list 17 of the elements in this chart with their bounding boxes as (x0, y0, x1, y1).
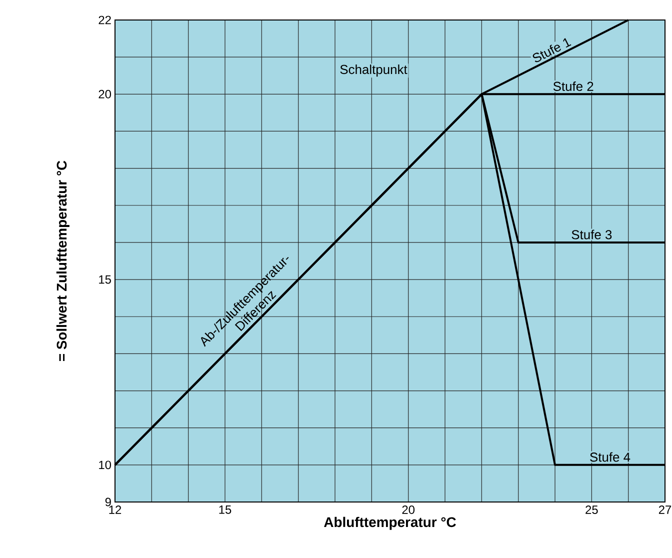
y-tick-label: 10 (99, 460, 112, 470)
x-tick-label: 25 (586, 506, 598, 514)
y-axis-title: = Sollwert Zulufttemperatur °C (56, 160, 70, 362)
x-tick-label: 12 (109, 506, 122, 514)
y-tick-label: 15 (99, 275, 111, 284)
annotation: Schaltpunkt (340, 64, 408, 77)
y-tick-label: 22 (98, 16, 111, 24)
x-tick-label: 20 (402, 506, 415, 514)
series-label: Stufe 4 (590, 452, 630, 462)
text: Stufe 1 (532, 38, 572, 62)
y-tick-label: 20 (98, 90, 112, 98)
series-label: Stufe 3 (572, 230, 612, 240)
x-tick-label: 27 (658, 506, 672, 514)
series-label: Stufe 2 (553, 81, 594, 91)
x-axis-title: Ablufttemperatur °C (324, 516, 456, 530)
x-tick-label: 15 (219, 506, 232, 514)
y-tick-label: 9 (105, 498, 111, 506)
